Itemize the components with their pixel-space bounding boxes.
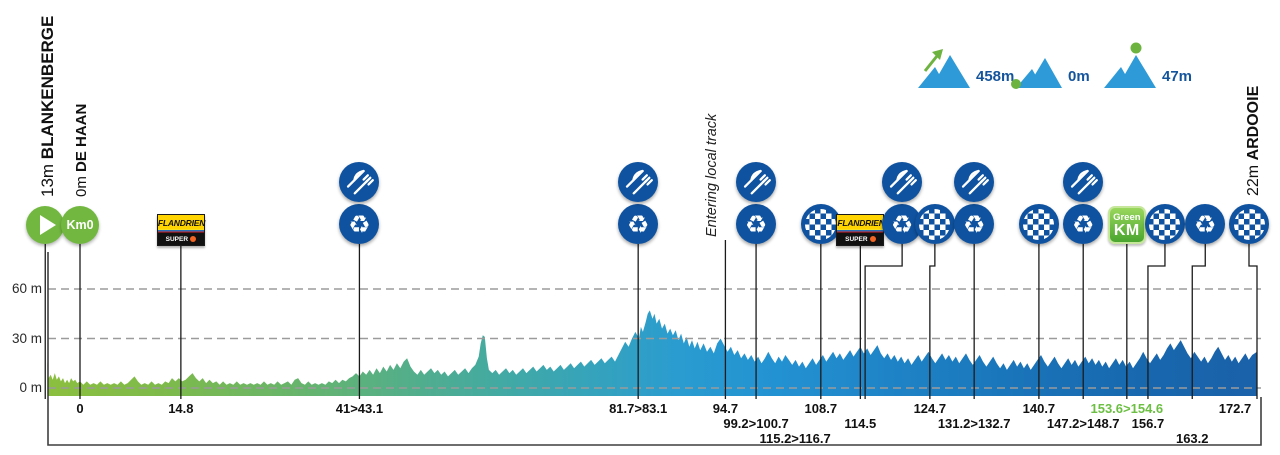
fork-knife-glyph	[1071, 169, 1099, 195]
recycle-glyph: ♻	[744, 209, 768, 239]
km-label: 0	[76, 401, 84, 416]
fork-knife-glyph	[626, 169, 654, 195]
litter-zone-icon: ♻	[618, 204, 659, 244]
km-label: 99.2>100.7	[723, 416, 789, 431]
checkerboard-glyph	[1023, 208, 1055, 240]
litter-zone-icon: ♻	[1063, 204, 1104, 244]
km-label: 153.6>154.6	[1090, 401, 1164, 416]
feed-zone-icon	[882, 162, 923, 202]
sprint-checkered-icon	[1229, 204, 1269, 244]
checkerboard-glyph	[919, 208, 951, 240]
km-label: 81.7>83.1	[609, 401, 668, 416]
recycle-glyph: ♻	[348, 209, 371, 239]
flandrien-badge: FLANDRIEN SUPER	[156, 214, 205, 246]
flandrien-badge-sponsor: SUPER	[836, 234, 885, 246]
flandrien-badge-title: FLANDRIEN	[836, 214, 885, 229]
finish-city-label: 22m ARDOOIE	[1245, 86, 1263, 196]
feed-zone-icon	[954, 162, 995, 202]
flandrien-badge-title: FLANDRIEN	[156, 214, 205, 229]
y-axis-label-60m: 60 m	[11, 281, 42, 296]
litter-zone-icon: ♻	[954, 204, 995, 244]
flandrien-badge-sponsor: SUPER	[156, 234, 205, 246]
total-climbing-value: 458m	[976, 68, 1015, 85]
litter-zone-icon: ♻	[339, 204, 380, 244]
sprint-checkered-icon	[1144, 204, 1185, 244]
recycle-glyph: ♻	[1194, 209, 1217, 239]
green-km-badge-bottom: KM	[1113, 221, 1140, 239]
checkerboard-glyph	[805, 208, 837, 240]
race-start-icon	[26, 206, 65, 244]
km0-city-label: 0m DE HAAN	[73, 104, 90, 197]
km-label: 172.7	[1218, 401, 1252, 416]
fork-knife-glyph	[889, 169, 918, 195]
sprint-checkered-icon	[1018, 204, 1059, 244]
feed-zone-icon	[339, 162, 380, 202]
green-km-badge: Green KM	[1107, 206, 1146, 244]
km-label: 156.7	[1131, 416, 1165, 431]
km-label: 147.2>148.7	[1046, 416, 1120, 431]
total-climbing-legend: 458m	[918, 44, 1014, 90]
km-label: 140.7	[1022, 401, 1056, 416]
sprint-checkered-icon	[800, 204, 841, 244]
checkerboard-glyph	[1233, 208, 1265, 240]
finish-city-name: ARDOOIE	[1245, 85, 1262, 161]
km0-icon: Km0	[61, 206, 99, 244]
feed-zone-icon	[618, 162, 659, 202]
km-label: 115.2>116.7	[759, 431, 831, 446]
mountain-low-icon	[1011, 58, 1062, 89]
km-label: 124.7	[913, 401, 947, 416]
recycle-glyph: ♻	[1071, 209, 1095, 239]
sponsor-dot-icon	[190, 236, 197, 243]
km0-elevation: 0m	[73, 176, 90, 197]
litter-zone-icon: ♻	[736, 204, 777, 244]
flandrien-badge-stripes	[156, 229, 205, 234]
lowest-point-legend: 0m	[1010, 44, 1090, 90]
sponsor-dot-icon	[869, 236, 876, 243]
mountain-gain-icon	[918, 49, 970, 88]
km-label: 114.5	[844, 416, 877, 431]
y-axis-label-0m: 0 m	[19, 380, 42, 395]
fork-knife-glyph	[962, 169, 990, 195]
km-label: 108.7	[804, 401, 838, 416]
km0-city-name: DE HAAN	[73, 103, 90, 172]
green-km-badge-top: Green	[1113, 212, 1141, 223]
mountain-high-icon	[1104, 42, 1156, 88]
start-city-label: 13m BLANKENBERGE	[38, 16, 58, 197]
km-label: 163.2	[1175, 431, 1209, 446]
recycle-glyph: ♻	[962, 209, 986, 239]
km-label: 94.7	[712, 401, 739, 416]
fork-knife-glyph	[347, 169, 375, 195]
highest-point-legend: 47m	[1104, 40, 1192, 90]
lowest-point-value: 0m	[1068, 68, 1090, 85]
finish-elevation: 22m	[1245, 164, 1262, 196]
fork-knife-glyph	[743, 169, 772, 195]
km-label: 131.2>132.7	[937, 416, 1011, 431]
litter-zone-icon: ♻	[882, 204, 923, 244]
start-city-name: BLANKENBERGE	[38, 15, 57, 160]
recycle-glyph: ♻	[890, 209, 914, 239]
km-label: 14.8	[168, 401, 194, 416]
start-elevation: 13m	[38, 163, 57, 197]
feed-zone-icon	[1063, 162, 1104, 202]
litter-zone-icon: ♻	[1185, 204, 1226, 244]
sprint-checkered-icon	[914, 204, 955, 244]
km-label: 41>43.1	[335, 401, 384, 416]
feed-zone-icon	[736, 162, 777, 202]
highest-point-value: 47m	[1162, 68, 1193, 85]
checkerboard-glyph	[1149, 208, 1181, 240]
recycle-glyph: ♻	[626, 209, 650, 239]
entering-local-track-note: Entering local track	[704, 113, 720, 237]
play-icon	[40, 215, 57, 235]
y-axis-label-30m: 30 m	[11, 331, 42, 346]
flandrien-badge: FLANDRIEN SUPER	[836, 214, 885, 246]
